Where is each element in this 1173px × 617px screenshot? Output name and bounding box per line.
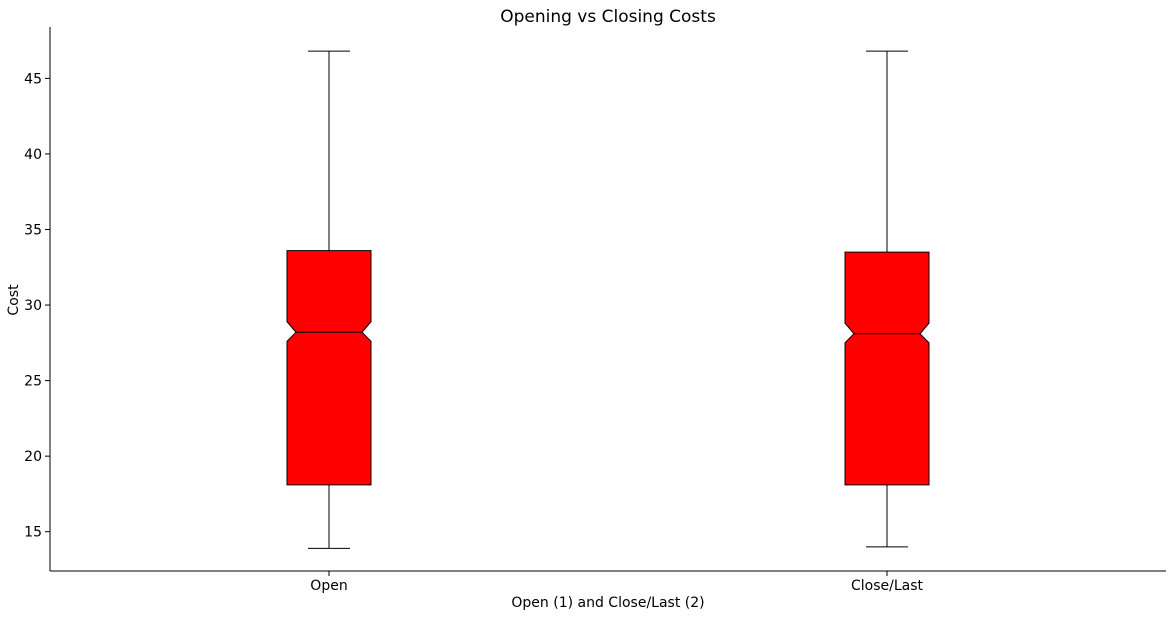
- x-tick-label: Open: [310, 578, 347, 594]
- y-axis-label: Cost: [6, 284, 22, 316]
- y-tick-label: 15: [24, 525, 42, 541]
- box-group: [844, 50, 930, 548]
- y-tick-label: 35: [24, 222, 42, 238]
- notched-box: [286, 250, 372, 486]
- notched-box: [844, 251, 930, 486]
- x-tick-label: Close/Last: [851, 578, 924, 594]
- y-tick-label: 45: [24, 71, 42, 87]
- x-axis-label: Open (1) and Close/Last (2): [511, 595, 704, 611]
- y-tick-label: 20: [24, 449, 42, 465]
- x-axis-ticks: Open Close/Last: [310, 571, 924, 594]
- y-tick-label: 25: [24, 374, 42, 390]
- plot-area: [286, 50, 930, 549]
- box-group: [286, 50, 372, 549]
- y-tick-label: 30: [24, 298, 42, 314]
- y-axis-ticks: 15 20 25 30 35 40 45: [24, 71, 50, 541]
- y-tick-label: 40: [24, 147, 42, 163]
- chart-title: Opening vs Closing Costs: [500, 7, 716, 27]
